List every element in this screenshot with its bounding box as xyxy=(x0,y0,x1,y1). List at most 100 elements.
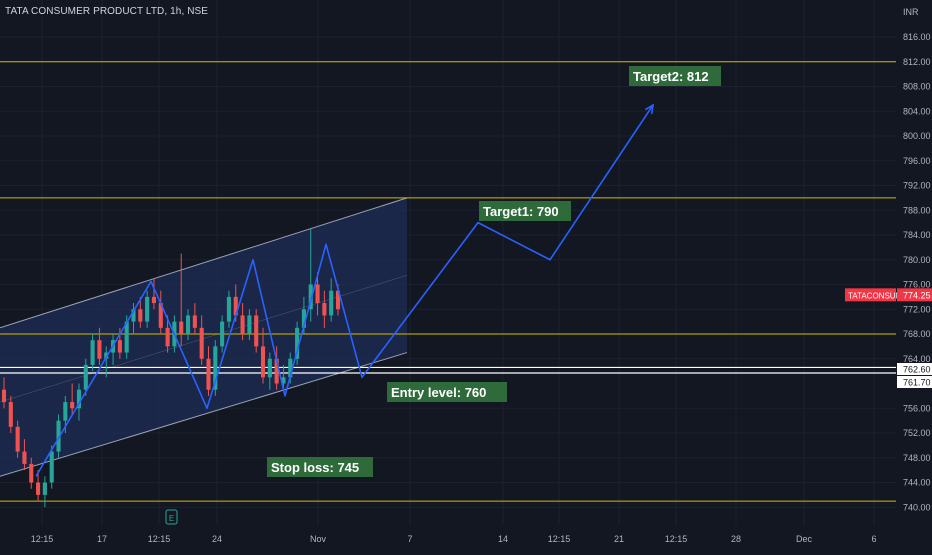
candle-body xyxy=(192,315,197,328)
annotation-label[interactable]: Target1: 790 xyxy=(479,201,571,221)
y-tick-label: 788.00 xyxy=(903,205,931,215)
candle-body xyxy=(308,284,313,310)
annotation-text: Entry level: 760 xyxy=(391,385,486,400)
currency-label: INR xyxy=(903,7,919,17)
symbol-title: TATA CONSUMER PRODUCT LTD, 1h, NSE xyxy=(5,6,209,17)
candle-body xyxy=(97,340,102,359)
candle-body xyxy=(254,315,259,347)
y-tick-label: 808.00 xyxy=(903,82,931,92)
candle-body xyxy=(240,315,245,334)
y-tick-label: 800.00 xyxy=(903,131,931,141)
projection-line[interactable] xyxy=(35,104,654,477)
annotation-label[interactable]: Entry level: 760 xyxy=(387,382,507,402)
price-tag-bg xyxy=(897,288,932,302)
y-tick-label: 756.00 xyxy=(903,403,931,413)
x-tick-label: 12:15 xyxy=(665,534,688,544)
earnings-icon-glyph: E xyxy=(169,514,174,523)
candle-body xyxy=(226,296,231,322)
x-tick-label: 12:15 xyxy=(148,534,171,544)
x-tick-label: 6 xyxy=(871,534,876,544)
candle-body xyxy=(267,358,272,378)
annotation-bg xyxy=(629,66,721,86)
annotation-text: Stop loss: 745 xyxy=(271,460,359,475)
x-tick-label: Dec xyxy=(796,534,813,544)
candle-body xyxy=(335,290,341,310)
candle-body xyxy=(206,358,211,390)
channel-upper-line[interactable] xyxy=(0,197,408,329)
projection-path[interactable] xyxy=(35,103,655,477)
annotation-label[interactable]: Stop loss: 745 xyxy=(267,457,373,477)
time-axis[interactable]: 12:15 17 12:15 24 Nov 7 14 12:15 21 12:15 28 Dec 6 xyxy=(31,534,877,544)
y-tick-label: 768.00 xyxy=(903,329,931,339)
candle-body xyxy=(165,327,170,347)
horizontal-levels[interactable] xyxy=(0,61,896,502)
y-tick-label: 744.00 xyxy=(903,478,931,488)
candle-body xyxy=(1,389,7,403)
x-tick-label: 12:15 xyxy=(31,534,54,544)
candle-body xyxy=(76,389,82,409)
axis-price-tag xyxy=(897,376,932,388)
x-tick-label: 7 xyxy=(407,534,412,544)
annotation-bg xyxy=(479,201,571,221)
y-tick-label: 772.00 xyxy=(903,304,931,314)
candle-body xyxy=(117,340,122,353)
candlesticks xyxy=(1,228,341,508)
x-tick-label: 28 xyxy=(731,534,741,544)
misc-markers: E xyxy=(165,509,178,525)
y-tick-label: 796.00 xyxy=(903,156,931,166)
candle-body xyxy=(158,303,163,328)
candle-body xyxy=(185,315,191,334)
candle-body xyxy=(274,358,279,384)
y-tick-label: 748.00 xyxy=(903,453,931,463)
candle-body xyxy=(329,290,334,316)
candle-body xyxy=(8,402,13,427)
candle-body xyxy=(36,482,41,495)
annotation-label[interactable]: Target2: 812 xyxy=(629,66,721,86)
symbol-tag-bg xyxy=(845,288,896,302)
arrow-head-icon xyxy=(644,103,655,115)
x-tick-label: 21 xyxy=(614,534,624,544)
candle-body xyxy=(247,315,252,334)
candle-body xyxy=(281,377,286,384)
candle-body xyxy=(322,303,327,316)
annotations[interactable]: Target2: 812 Target1: 790 Entry level: 760… xyxy=(267,66,721,477)
candle-body xyxy=(151,296,157,304)
candle-body xyxy=(63,402,68,421)
y-tick-label: 816.00 xyxy=(903,32,931,42)
x-tick-label: 24 xyxy=(212,534,222,544)
axis-price-value: 761.70 xyxy=(903,378,931,388)
candle-body xyxy=(29,463,34,483)
x-tick-label: Nov xyxy=(310,534,327,544)
x-tick-label: 17 xyxy=(97,534,107,544)
candle-body xyxy=(220,321,225,347)
candle-body xyxy=(138,309,143,322)
candle-body xyxy=(288,358,293,378)
x-tick-label: 12:15 xyxy=(548,534,571,544)
candle-body xyxy=(301,309,306,328)
candle-body xyxy=(56,420,61,452)
annotation-bg xyxy=(387,382,507,402)
candle-body xyxy=(90,340,95,365)
candle-body xyxy=(315,284,320,304)
candle-body xyxy=(83,364,88,390)
candle-body xyxy=(295,327,300,359)
y-tick-label: 792.00 xyxy=(903,181,931,191)
price-tag-value: 774.25 xyxy=(903,290,931,300)
last-price-tag[interactable]: TATACONSUM 774.25 xyxy=(845,288,932,302)
candle-body xyxy=(179,321,184,334)
price-axis[interactable]: INR 816.00 812.00 808.00 804.00 800.00 796.00 7… xyxy=(845,7,932,512)
earnings-icon-frame xyxy=(165,509,178,525)
candle-body xyxy=(124,321,129,353)
candle-body xyxy=(22,451,27,464)
y-tick-label: 780.00 xyxy=(903,255,931,265)
candle-body xyxy=(260,346,266,378)
candle-body xyxy=(131,309,136,322)
y-tick-label: 804.00 xyxy=(903,106,931,116)
candle-body xyxy=(70,402,75,409)
candle-body xyxy=(199,327,204,359)
annotation-bg xyxy=(267,457,373,477)
x-tick-label: 14 xyxy=(498,534,508,544)
candle-body xyxy=(233,296,238,316)
